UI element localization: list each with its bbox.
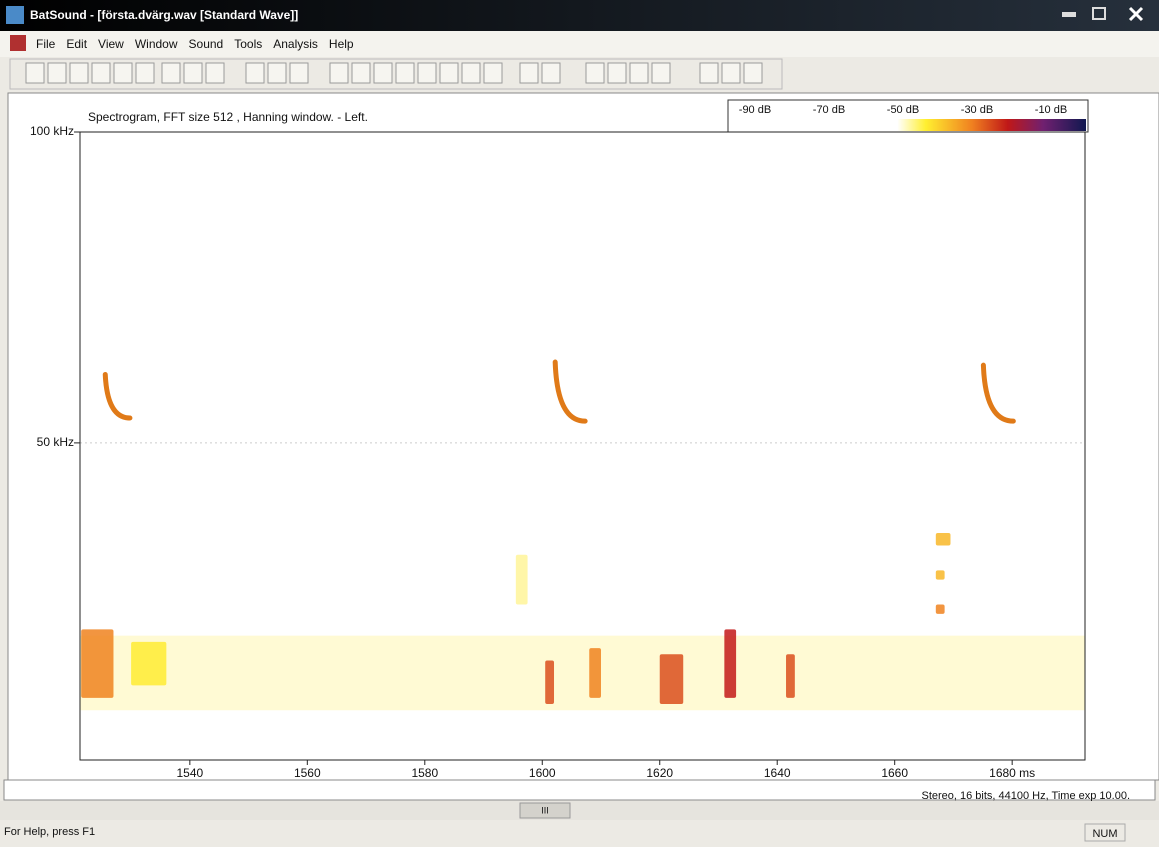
energy-burst: [936, 570, 945, 579]
toolbar-button[interactable]: [92, 63, 110, 83]
y-tick-label: 100 kHz: [30, 124, 74, 138]
menu-item[interactable]: Window: [135, 37, 178, 51]
toolbar-button[interactable]: [268, 63, 286, 83]
menu-item[interactable]: Analysis: [273, 37, 318, 51]
energy-burst: [786, 654, 795, 698]
toolbar-button[interactable]: [586, 63, 604, 83]
toolbar-button[interactable]: [542, 63, 560, 83]
color-scale-label: -90 dB: [739, 104, 771, 116]
toolbar-button[interactable]: [630, 63, 648, 83]
toolbar-button[interactable]: [744, 63, 762, 83]
energy-burst: [936, 533, 951, 545]
toolbar-button[interactable]: [206, 63, 224, 83]
noise-band: [80, 636, 1085, 711]
energy-burst: [589, 648, 601, 698]
minimize-button[interactable]: [1062, 12, 1076, 17]
help-text: For Help, press F1: [4, 826, 95, 838]
app-icon: [6, 6, 24, 24]
scrollbar[interactable]: [0, 801, 1159, 820]
menu-item[interactable]: Edit: [66, 37, 87, 51]
info-text: Stereo, 16 bits, 44100 Hz, Time exp 10.0…: [921, 790, 1130, 802]
x-tick-label: 1620: [646, 766, 673, 780]
x-tick-label: 1540: [176, 766, 203, 780]
y-tick-label: 50 kHz: [37, 435, 74, 449]
toolbar-button[interactable]: [136, 63, 154, 83]
x-tick-label: 1660: [881, 766, 908, 780]
num-indicator: NUM: [1092, 828, 1117, 840]
color-scale-label: -50 dB: [887, 104, 919, 116]
color-scale-label: -10 dB: [1035, 104, 1067, 116]
toolbar-button[interactable]: [722, 63, 740, 83]
doc-icon: [10, 35, 26, 51]
energy-burst: [81, 629, 113, 697]
toolbar-button[interactable]: [330, 63, 348, 83]
toolbar-button[interactable]: [290, 63, 308, 83]
toolbar-button[interactable]: [462, 63, 480, 83]
energy-burst: [660, 654, 683, 704]
color-scale-label: -30 dB: [961, 104, 993, 116]
toolbar-button[interactable]: [184, 63, 202, 83]
color-scale-bar: [730, 119, 1086, 131]
menu-item[interactable]: Help: [329, 37, 354, 51]
x-tick-label: 1680 ms: [989, 766, 1035, 780]
energy-burst: [936, 605, 945, 614]
toolbar-button[interactable]: [352, 63, 370, 83]
window-title: BatSound - [första.dvärg.wav [Standard W…: [30, 8, 298, 22]
toolbar-button[interactable]: [70, 63, 88, 83]
energy-burst: [724, 629, 736, 697]
scroll-grip: III: [541, 805, 549, 815]
toolbar-button[interactable]: [440, 63, 458, 83]
energy-burst: [516, 555, 528, 605]
app-window: BatSound - [första.dvärg.wav [Standard W…: [0, 0, 1159, 842]
toolbar-button[interactable]: [652, 63, 670, 83]
chart-title: Spectrogram, FFT size 512 , Hanning wind…: [88, 110, 368, 124]
toolbar-button[interactable]: [700, 63, 718, 83]
toolbar-button[interactable]: [396, 63, 414, 83]
toolbar-button[interactable]: [26, 63, 44, 83]
energy-burst: [545, 661, 554, 705]
x-tick-label: 1580: [411, 766, 438, 780]
x-tick-label: 1640: [764, 766, 791, 780]
menu-item[interactable]: Tools: [234, 37, 262, 51]
menu-item[interactable]: File: [36, 37, 56, 51]
toolbar-button[interactable]: [520, 63, 538, 83]
toolbar-button[interactable]: [162, 63, 180, 83]
toolbar-button[interactable]: [246, 63, 264, 83]
color-scale-label: -70 dB: [813, 104, 845, 116]
toolbar-button[interactable]: [114, 63, 132, 83]
toolbar-button[interactable]: [484, 63, 502, 83]
energy-burst: [131, 642, 166, 686]
x-tick-label: 1560: [294, 766, 321, 780]
x-tick-label: 1600: [529, 766, 556, 780]
menu-item[interactable]: View: [98, 37, 124, 51]
menu-item[interactable]: Sound: [189, 37, 224, 51]
toolbar-button[interactable]: [418, 63, 436, 83]
toolbar-button[interactable]: [48, 63, 66, 83]
toolbar-button[interactable]: [608, 63, 626, 83]
toolbar-button[interactable]: [374, 63, 392, 83]
